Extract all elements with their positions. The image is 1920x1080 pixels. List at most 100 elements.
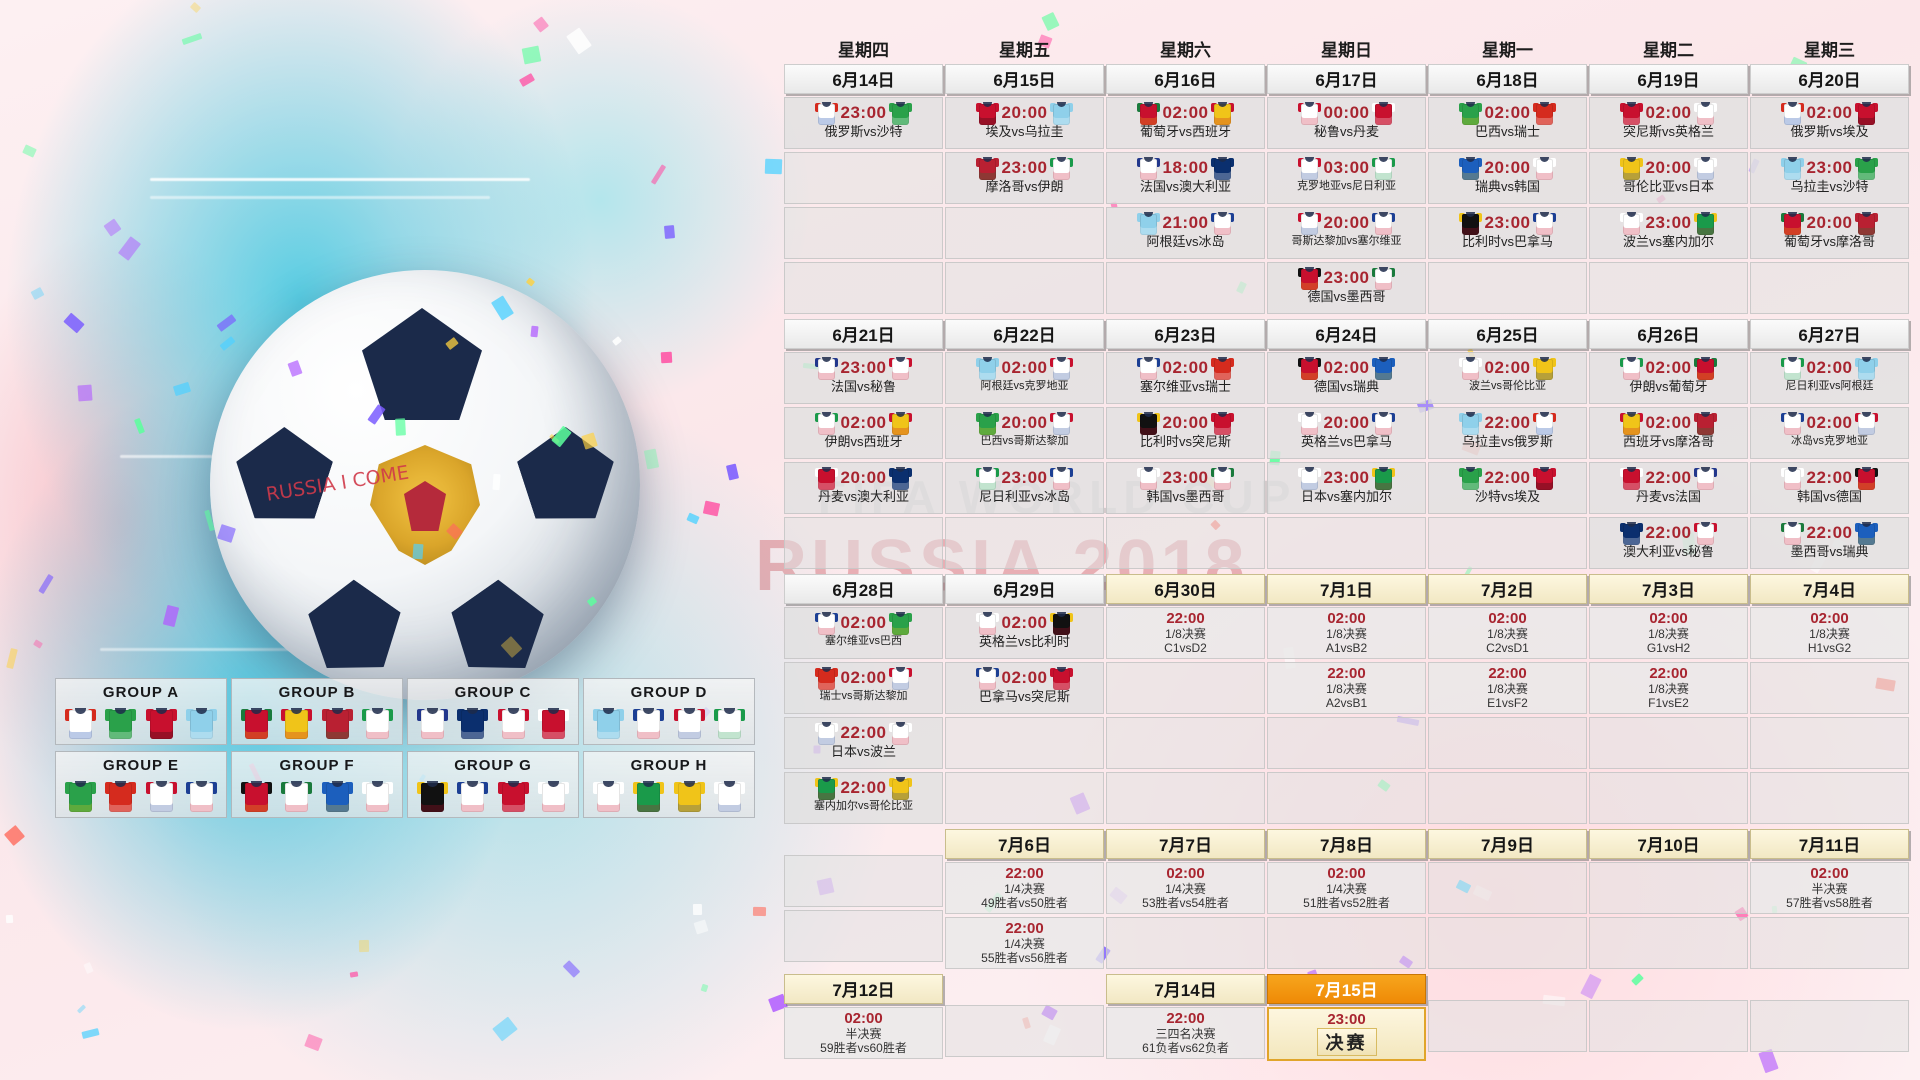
date-header[interactable]: 6月18日 [1428, 64, 1587, 94]
group-box-group-f[interactable]: GROUP F [231, 751, 403, 818]
knockout-match-card[interactable]: 02:00 1/8决赛 A1vsB2 [1267, 607, 1426, 659]
match-card[interactable]: 23:00 乌拉圭vs沙特 [1750, 152, 1909, 204]
group-box-group-g[interactable]: GROUP G [407, 751, 579, 818]
match-card[interactable]: 23:00 韩国vs墨西哥 [1106, 462, 1265, 514]
knockout-match-card[interactable]: 22:00 1/8决赛 A2vsB1 [1267, 662, 1426, 714]
match-card[interactable]: 23:00 波兰vs塞内加尔 [1589, 207, 1748, 259]
date-header[interactable]: 7月4日 [1750, 574, 1909, 604]
match-card[interactable]: 20:00 巴西vs哥斯达黎加 [945, 407, 1104, 459]
date-header[interactable] [784, 829, 943, 852]
match-card[interactable]: 02:00 巴拿马vs突尼斯 [945, 662, 1104, 714]
knockout-match-card[interactable]: 22:00 1/4决赛 49胜者vs50胜者 [945, 862, 1104, 914]
date-header[interactable]: 6月25日 [1428, 319, 1587, 349]
knockout-match-card[interactable]: 02:00 半决赛 59胜者vs60胜者 [784, 1007, 943, 1059]
date-header[interactable] [1428, 974, 1587, 997]
knockout-match-card[interactable]: 02:00 1/8决赛 G1vsH2 [1589, 607, 1748, 659]
date-header[interactable]: 7月7日 [1106, 829, 1265, 859]
match-card[interactable]: 22:00 沙特vs埃及 [1428, 462, 1587, 514]
knockout-match-card[interactable]: 02:00 1/8决赛 C2vsD1 [1428, 607, 1587, 659]
match-card[interactable]: 23:00 尼日利亚vs冰岛 [945, 462, 1104, 514]
group-box-group-c[interactable]: GROUP C [407, 678, 579, 745]
date-header[interactable]: 6月20日 [1750, 64, 1909, 94]
knockout-match-card[interactable]: 22:00 1/8决赛 C1vsD2 [1106, 607, 1265, 659]
match-card[interactable]: 22:00 墨西哥vs瑞典 [1750, 517, 1909, 569]
match-card[interactable]: 02:00 塞尔维亚vs瑞士 [1106, 352, 1265, 404]
match-card[interactable]: 21:00 阿根廷vs冰岛 [1106, 207, 1265, 259]
match-card[interactable]: 02:00 瑞士vs哥斯达黎加 [784, 662, 943, 714]
match-card[interactable]: 02:00 英格兰vs比利时 [945, 607, 1104, 659]
date-header[interactable]: 7月1日 [1267, 574, 1426, 604]
date-header[interactable]: 6月27日 [1750, 319, 1909, 349]
knockout-match-card[interactable]: 22:00 1/8决赛 E1vsF2 [1428, 662, 1587, 714]
knockout-match-card[interactable]: 22:00 三四名决赛 61负者vs62负者 [1106, 1007, 1265, 1059]
match-card[interactable]: 20:00 比利时vs突尼斯 [1106, 407, 1265, 459]
date-header[interactable]: 6月14日 [784, 64, 943, 94]
match-card[interactable]: 23:00 日本vs塞内加尔 [1267, 462, 1426, 514]
date-header[interactable]: 7月13日 [945, 974, 1104, 1002]
date-header[interactable]: 6月15日 [945, 64, 1104, 94]
date-header[interactable]: 7月15日 [1267, 974, 1426, 1004]
date-header[interactable]: 6月30日 [1106, 574, 1265, 604]
match-card[interactable]: 23:00 法国vs秘鲁 [784, 352, 943, 404]
group-box-group-a[interactable]: GROUP A [55, 678, 227, 745]
match-card[interactable]: 20:00 丹麦vs澳大利亚 [784, 462, 943, 514]
date-header[interactable]: 6月17日 [1267, 64, 1426, 94]
date-header[interactable]: 7月14日 [1106, 974, 1265, 1004]
knockout-match-card[interactable]: 22:00 1/8决赛 F1vsE2 [1589, 662, 1748, 714]
match-card[interactable]: 02:00 塞尔维亚vs巴西 [784, 607, 943, 659]
match-card[interactable]: 22:00 塞内加尔vs哥伦比亚 [784, 772, 943, 824]
match-card[interactable]: 02:00 西班牙vs摩洛哥 [1589, 407, 1748, 459]
date-header[interactable]: 6月16日 [1106, 64, 1265, 94]
match-card[interactable]: 02:00 尼日利亚vs阿根廷 [1750, 352, 1909, 404]
match-card[interactable]: 02:00 伊朗vs葡萄牙 [1589, 352, 1748, 404]
date-header[interactable]: 7月8日 [1267, 829, 1426, 859]
group-box-group-b[interactable]: GROUP B [231, 678, 403, 745]
match-card[interactable]: 23:00 摩洛哥vs伊朗 [945, 152, 1104, 204]
knockout-match-card[interactable]: 02:00 半决赛 57胜者vs58胜者 [1750, 862, 1909, 914]
match-card[interactable]: 20:00 哥斯达黎加vs塞尔维亚 [1267, 207, 1426, 259]
group-box-group-d[interactable]: GROUP D [583, 678, 755, 745]
date-header[interactable]: 6月22日 [945, 319, 1104, 349]
match-card[interactable]: 23:00 俄罗斯vs沙特 [784, 97, 943, 149]
match-card[interactable]: 02:00 葡萄牙vs西班牙 [1106, 97, 1265, 149]
match-card[interactable]: 02:00 波兰vs哥伦比亚 [1428, 352, 1587, 404]
match-card[interactable]: 02:00 德国vs瑞典 [1267, 352, 1426, 404]
match-card[interactable]: 22:00 韩国vs德国 [1750, 462, 1909, 514]
date-header[interactable]: 7月2日 [1428, 574, 1587, 604]
date-header[interactable]: 7月10日 [1589, 829, 1748, 859]
match-card[interactable]: 20:00 英格兰vs巴拿马 [1267, 407, 1426, 459]
match-card[interactable]: 23:00 德国vs墨西哥 [1267, 262, 1426, 314]
knockout-match-card[interactable]: 22:00 1/4决赛 55胜者vs56胜者 [945, 917, 1104, 969]
date-header[interactable]: 6月26日 [1589, 319, 1748, 349]
match-card[interactable]: 23:00 比利时vs巴拿马 [1428, 207, 1587, 259]
final-match-card[interactable]: 23:00 决赛 [1267, 1007, 1426, 1061]
match-card[interactable]: 22:00 丹麦vs法国 [1589, 462, 1748, 514]
date-header[interactable]: 6月23日 [1106, 319, 1265, 349]
match-card[interactable]: 18:00 法国vs澳大利亚 [1106, 152, 1265, 204]
date-header[interactable] [1589, 974, 1748, 997]
match-card[interactable]: 02:00 伊朗vs西班牙 [784, 407, 943, 459]
match-card[interactable]: 22:00 澳大利亚vs秘鲁 [1589, 517, 1748, 569]
date-header[interactable]: 6月21日 [784, 319, 943, 349]
date-header[interactable]: 7月12日 [784, 974, 943, 1004]
knockout-match-card[interactable]: 02:00 1/4决赛 53胜者vs54胜者 [1106, 862, 1265, 914]
date-header[interactable]: 6月19日 [1589, 64, 1748, 94]
knockout-match-card[interactable]: 02:00 1/4决赛 51胜者vs52胜者 [1267, 862, 1426, 914]
match-card[interactable]: 20:00 哥伦比亚vs日本 [1589, 152, 1748, 204]
match-card[interactable]: 02:00 突尼斯vs英格兰 [1589, 97, 1748, 149]
group-box-group-h[interactable]: GROUP H [583, 751, 755, 818]
date-header[interactable]: 7月6日 [945, 829, 1104, 859]
match-card[interactable]: 02:00 冰岛vs克罗地亚 [1750, 407, 1909, 459]
match-card[interactable]: 22:00 乌拉圭vs俄罗斯 [1428, 407, 1587, 459]
match-card[interactable]: 02:00 俄罗斯vs埃及 [1750, 97, 1909, 149]
date-header[interactable] [1750, 974, 1909, 997]
date-header[interactable]: 6月29日 [945, 574, 1104, 604]
match-card[interactable]: 20:00 葡萄牙vs摩洛哥 [1750, 207, 1909, 259]
match-card[interactable]: 03:00 克罗地亚vs尼日利亚 [1267, 152, 1426, 204]
match-card[interactable]: 02:00 阿根廷vs克罗地亚 [945, 352, 1104, 404]
date-header[interactable]: 7月3日 [1589, 574, 1748, 604]
date-header[interactable]: 7月11日 [1750, 829, 1909, 859]
knockout-match-card[interactable]: 02:00 1/8决赛 H1vsG2 [1750, 607, 1909, 659]
match-card[interactable]: 02:00 巴西vs瑞士 [1428, 97, 1587, 149]
date-header[interactable]: 7月9日 [1428, 829, 1587, 859]
